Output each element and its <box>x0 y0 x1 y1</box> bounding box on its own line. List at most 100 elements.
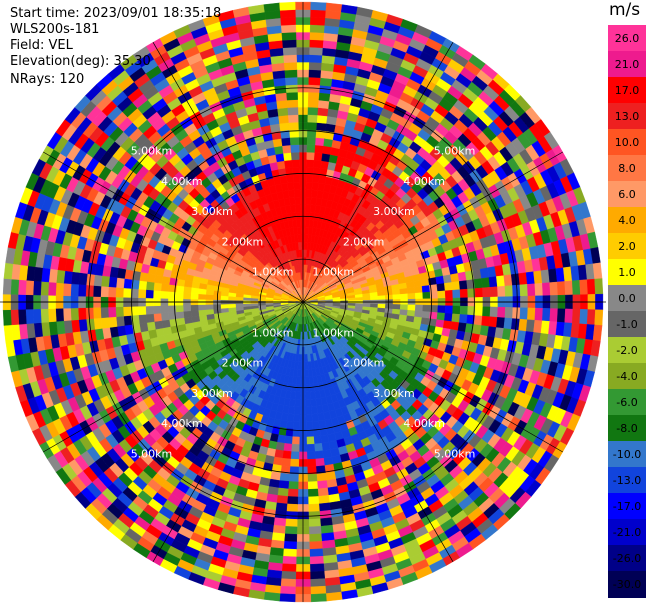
velocity-gate <box>355 297 364 301</box>
velocity-gate <box>320 524 334 535</box>
velocity-gate <box>488 316 498 328</box>
velocity-gate <box>497 306 506 319</box>
velocity-gate <box>370 295 379 301</box>
velocity-gate <box>304 383 311 393</box>
velocity-gate <box>527 307 536 321</box>
velocity-gate <box>78 272 88 286</box>
velocity-gate <box>307 114 318 123</box>
velocity-gate <box>279 122 290 132</box>
velocity-gate <box>293 413 301 423</box>
velocity-gate <box>286 91 298 101</box>
velocity-gate <box>160 305 169 314</box>
velocity-gate <box>308 376 315 385</box>
velocity-gate <box>287 488 299 498</box>
velocity-gate <box>70 283 79 297</box>
velocity-gate <box>305 406 313 415</box>
velocity-gate <box>518 272 528 286</box>
velocity-gate <box>450 321 460 331</box>
velocity-gate <box>304 376 310 385</box>
velocity-gate <box>286 99 299 108</box>
velocity-gate <box>310 1 327 11</box>
velocity-gate <box>263 2 281 13</box>
velocity-gate <box>281 137 291 147</box>
velocity-gate <box>304 211 311 221</box>
velocity-gate <box>306 151 316 161</box>
velocity-gate <box>310 405 318 415</box>
velocity-gate <box>303 346 308 355</box>
velocity-gate <box>290 151 300 161</box>
velocity-gate <box>93 274 103 287</box>
velocity-gate <box>549 281 559 296</box>
velocity-gate <box>407 292 416 300</box>
velocity-gate <box>220 307 229 314</box>
velocity-gate <box>183 310 192 318</box>
velocity-gate <box>285 76 298 86</box>
velocity-gate <box>282 144 292 154</box>
velocity-gate <box>92 307 102 319</box>
velocity-gate <box>123 315 133 326</box>
velocity-gate <box>308 533 323 543</box>
velocity-gate <box>459 305 469 316</box>
velocity-gate <box>2 278 12 295</box>
velocity-gate <box>309 555 324 565</box>
velocity-gate <box>299 256 303 265</box>
velocity-gate <box>313 159 322 169</box>
colorbar-tick-label: -30.0 <box>608 577 646 591</box>
velocity-gate <box>322 145 332 155</box>
velocity-gate <box>321 153 331 163</box>
velocity-gate <box>32 308 42 324</box>
velocity-gate <box>283 54 297 63</box>
velocity-gate <box>579 279 589 295</box>
velocity-gate <box>571 279 581 296</box>
velocity-gate <box>289 458 300 468</box>
velocity-gate <box>93 317 103 330</box>
velocity-gate <box>309 54 323 63</box>
velocity-gate <box>40 281 50 296</box>
velocity-gate <box>304 369 310 378</box>
velocity-gate <box>286 503 298 513</box>
velocity-gate <box>263 591 281 602</box>
velocity-gate <box>154 320 164 330</box>
velocity-gate <box>272 69 286 80</box>
velocity-gate <box>276 495 288 505</box>
velocity-gate <box>56 320 66 335</box>
velocity-gate <box>308 69 322 78</box>
velocity-gate <box>292 421 301 430</box>
velocity-gate <box>592 262 603 280</box>
velocity-gate <box>414 304 424 312</box>
velocity-gate <box>100 306 109 319</box>
velocity-gate <box>305 413 313 423</box>
velocity-gate <box>586 278 596 295</box>
velocity-gate <box>503 274 513 287</box>
velocity-gate <box>308 503 320 513</box>
velocity-gate <box>321 441 331 451</box>
velocity-gate <box>212 294 222 301</box>
velocity-gate <box>406 287 416 295</box>
velocity-gate <box>152 305 162 315</box>
velocity-gate <box>138 314 148 324</box>
velocity-gate <box>289 136 300 146</box>
velocity-gate <box>422 291 431 300</box>
velocity-gate <box>107 306 117 318</box>
velocity-gate <box>279 593 296 603</box>
velocity-gate <box>314 450 324 460</box>
velocity-gate <box>414 286 423 294</box>
velocity-gate <box>442 274 452 284</box>
velocity-gate <box>292 174 301 183</box>
azimuth-spokes <box>0 2 606 602</box>
velocity-gate <box>497 285 506 298</box>
velocity-gate <box>288 121 299 131</box>
velocity-gate <box>318 419 327 429</box>
velocity-gate <box>308 91 320 101</box>
velocity-gate <box>283 533 298 543</box>
velocity-gate <box>283 541 297 550</box>
velocity-gate <box>309 39 324 49</box>
velocity-gate <box>306 436 315 445</box>
velocity-gate <box>313 435 322 445</box>
velocity-gate <box>321 539 336 549</box>
velocity-gate <box>123 278 133 289</box>
velocity-gate <box>284 159 293 169</box>
colorbar-tick-label: 26.0 <box>608 31 646 45</box>
velocity-gate <box>444 312 453 322</box>
velocity-gate <box>488 276 498 288</box>
